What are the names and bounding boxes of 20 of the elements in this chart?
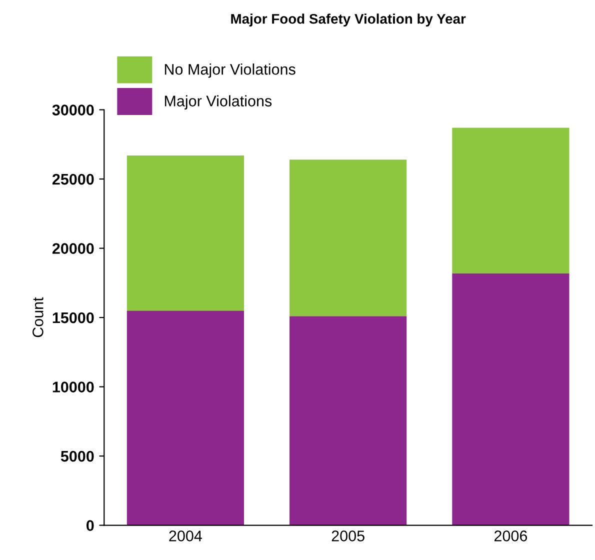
chart-title: Major Food Safety Violation by Year [231, 14, 466, 27]
bar [126, 310, 244, 526]
x-tick-label: 2004 [169, 530, 202, 542]
x-tick-label: 2006 [494, 530, 528, 542]
legend-label: Major Violations [164, 95, 272, 110]
y-tick-label: 15000 [52, 312, 94, 324]
x-tick-label: 2005 [332, 530, 364, 542]
bar [452, 273, 570, 526]
y-tick-label: 25000 [52, 174, 94, 185]
legend-label: No Major Violations [164, 64, 296, 78]
bar [452, 128, 570, 274]
bar [126, 155, 244, 311]
y-axis-title: Count [32, 297, 44, 338]
y-tick-label: 5000 [60, 450, 94, 462]
bar [290, 316, 407, 526]
y-tick-label: 30000 [52, 104, 94, 116]
y-tick-label: 20000 [52, 243, 94, 254]
y-tick-label: 10000 [52, 382, 94, 392]
bar [290, 160, 407, 316]
y-tick-label: 0 [86, 520, 94, 531]
